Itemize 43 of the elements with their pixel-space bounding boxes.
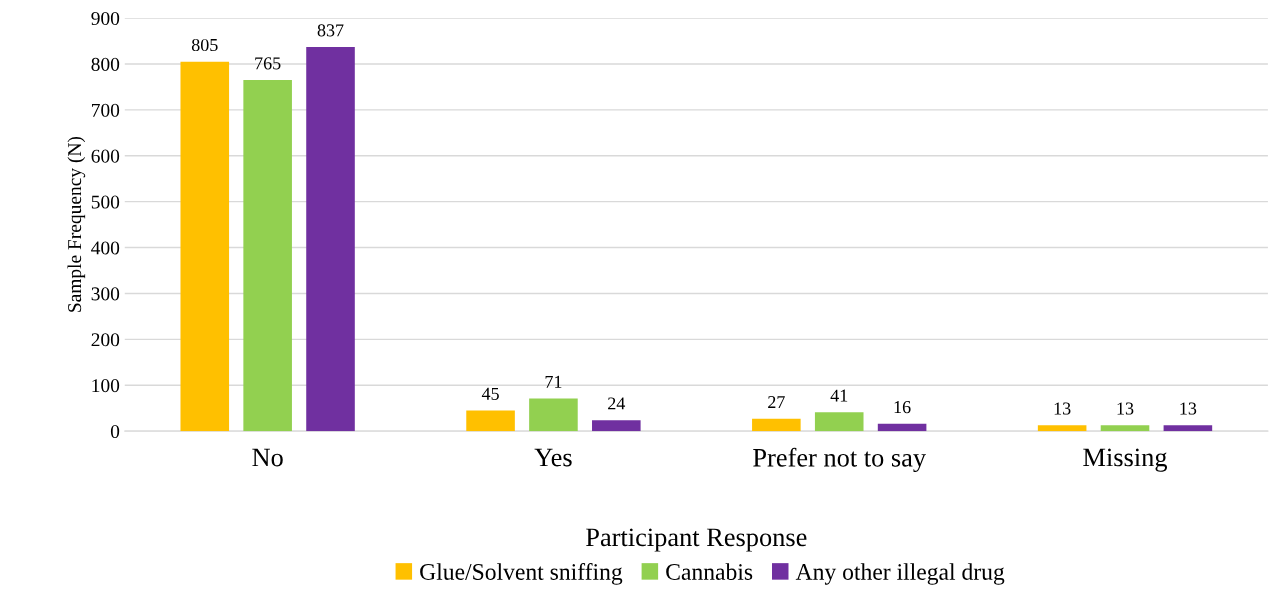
- y-tick-label: 500: [91, 195, 120, 209]
- data-label: 24: [608, 397, 626, 410]
- data-label: 13: [1054, 402, 1071, 415]
- data-label: 45: [481, 387, 499, 400]
- y-tick-label: 400: [91, 241, 120, 255]
- x-tick-label: Missing: [1083, 448, 1168, 472]
- y-tick-label: 900: [91, 11, 120, 26]
- y-tick-label: 200: [91, 333, 120, 347]
- data-label: 13: [1117, 402, 1134, 415]
- bar: [1100, 425, 1150, 432]
- bar: [814, 412, 864, 432]
- bar: [466, 410, 515, 432]
- data-label: 765: [255, 57, 281, 70]
- bar: [180, 61, 230, 432]
- x-tick-label: Yes: [534, 448, 572, 467]
- data-label: 27: [768, 396, 785, 408]
- y-tick-label: 700: [92, 103, 120, 117]
- x-tick-label: Prefer not to say: [753, 447, 926, 473]
- bar: [1037, 425, 1087, 432]
- data-label: 71: [545, 375, 562, 388]
- y-tick-label: 300: [91, 287, 120, 301]
- data-label: 805: [191, 38, 218, 52]
- x-axis-title: Participant Response: [586, 528, 807, 552]
- y-tick-label: 100: [92, 379, 120, 393]
- legend-label: Cannabis: [666, 563, 753, 580]
- bar: [592, 420, 641, 432]
- bar: [877, 423, 927, 432]
- y-tick-label: 600: [91, 149, 120, 163]
- y-tick-label: 0: [110, 424, 120, 439]
- bar: [752, 418, 801, 432]
- data-label: 41: [830, 389, 848, 402]
- bar: [243, 80, 292, 432]
- legend-label: Any other illegal drug: [795, 563, 1005, 585]
- data-label: 16: [894, 401, 911, 414]
- data-label: 837: [317, 24, 344, 37]
- bar: [306, 47, 355, 432]
- bar: [1163, 425, 1213, 432]
- y-tick-label: 800: [91, 57, 120, 71]
- legend-label: Glue/Solvent sniffing: [420, 563, 623, 585]
- y-axis-title: Sample Frequency (N): [67, 136, 86, 312]
- data-label: 13: [1180, 402, 1197, 415]
- x-tick-label: No: [252, 448, 283, 467]
- bar: [529, 398, 578, 432]
